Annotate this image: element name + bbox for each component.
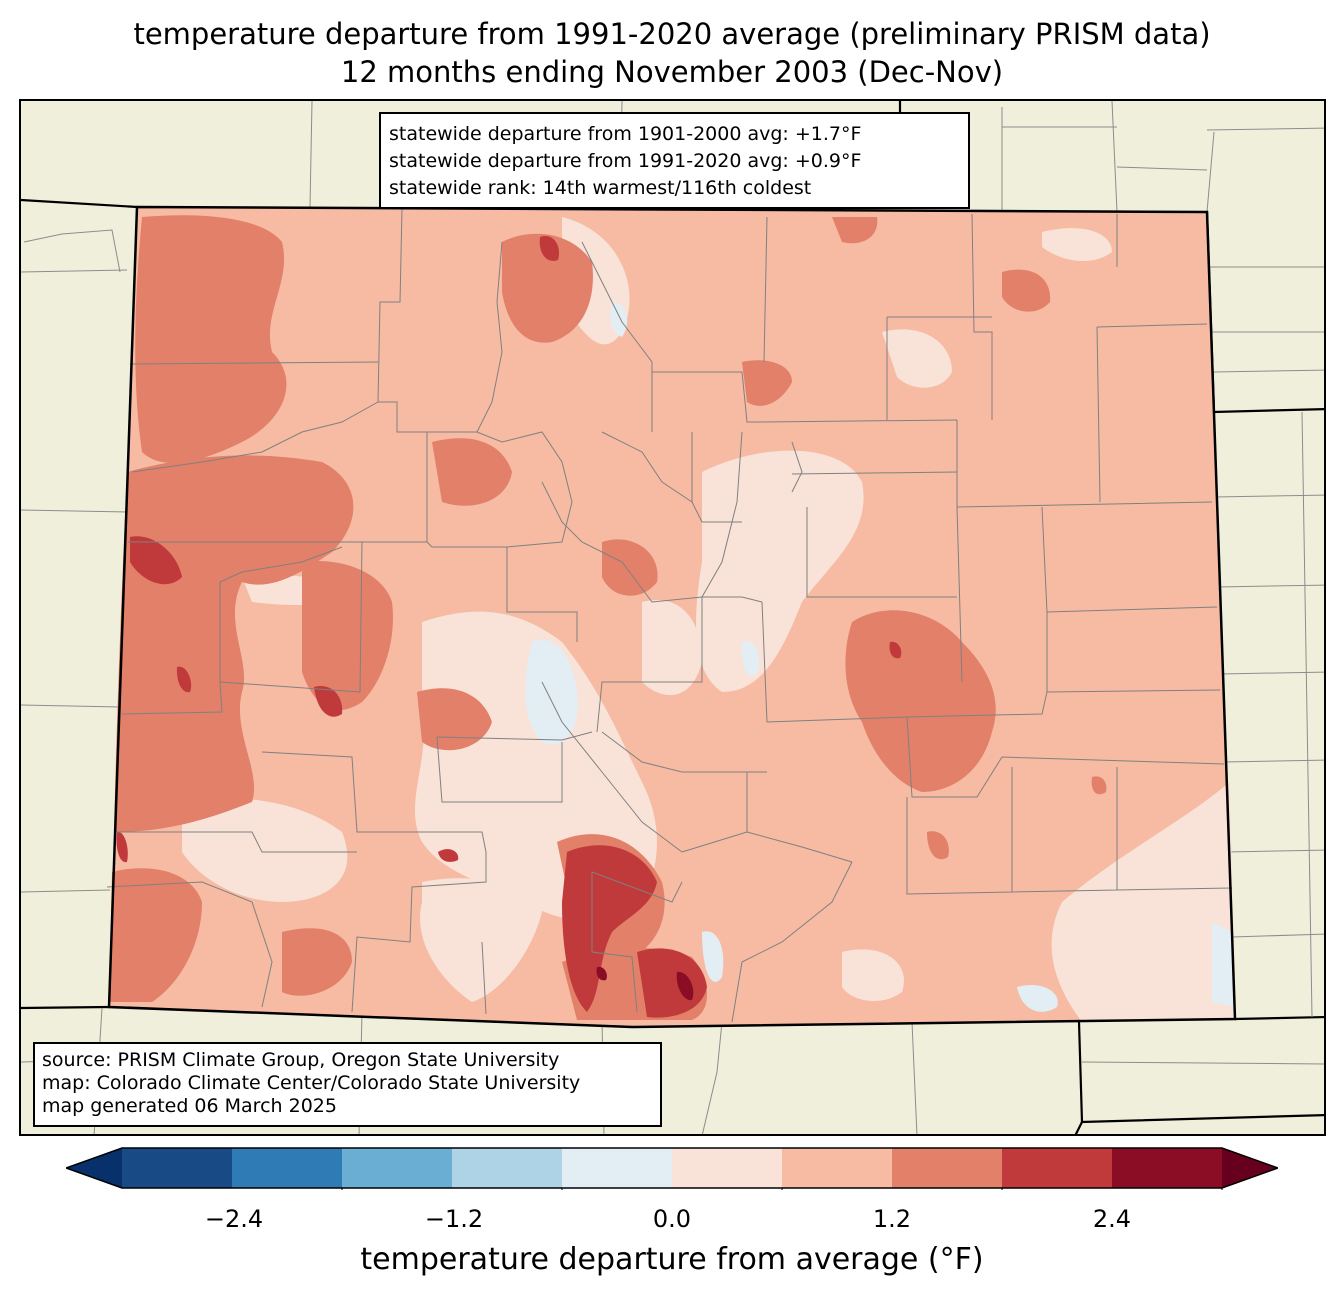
colorbar-extend-low xyxy=(66,1148,122,1188)
stats-line-1991-2020: statewide departure from 1991-2020 avg: … xyxy=(389,150,862,172)
map-subtitle: 12 months ending November 2003 (Dec-Nov) xyxy=(340,55,1004,89)
colorbar-segment xyxy=(342,1148,453,1188)
map-title: temperature departure from 1991-2020 ave… xyxy=(133,17,1211,51)
colorbar-segment xyxy=(672,1148,783,1188)
colorbar-tick-label: −2.4 xyxy=(204,1205,264,1233)
below-average-regions xyxy=(525,302,1235,1012)
colorbar xyxy=(66,1147,1278,1190)
colorbar-segment xyxy=(232,1148,343,1188)
colorbar-segment xyxy=(892,1148,1003,1188)
stats-line-1901-2000: statewide departure from 1901-2000 avg: … xyxy=(389,123,862,145)
map-frame: statewide departure from 1901-2000 avg: … xyxy=(19,99,1326,1136)
source-line: source: PRISM Climate Group, Oregon Stat… xyxy=(42,1049,560,1071)
colorbar-outline xyxy=(66,1147,1278,1189)
colorbar-tick-label: 1.2 xyxy=(872,1205,912,1233)
colorbar-label: temperature departure from average (°F) xyxy=(360,1242,984,1277)
statewide-stats-box: statewide departure from 1901-2000 avg: … xyxy=(379,112,970,209)
extreme-warm-spots xyxy=(596,966,694,1001)
colorbar-tick-label: 2.4 xyxy=(1092,1205,1132,1233)
colorbar-segment xyxy=(562,1148,673,1188)
near-zero-regions xyxy=(182,217,1235,1022)
colorbar-segment xyxy=(782,1148,893,1188)
county-lines xyxy=(106,208,1233,1023)
colorado-map xyxy=(21,101,1324,1134)
source-box: source: PRISM Climate Group, Oregon Stat… xyxy=(33,1042,662,1127)
colorado-border xyxy=(107,205,1237,1029)
map-credit-line: map: Colorado Climate Center/Colorado St… xyxy=(42,1072,581,1094)
colorbar-tick-label: 0.0 xyxy=(652,1205,692,1233)
colorbar-segments xyxy=(66,1147,1278,1190)
colorbar-segment xyxy=(1002,1148,1113,1188)
colorbar-segment xyxy=(1112,1148,1223,1188)
colorbar-segment xyxy=(452,1148,563,1188)
stats-line-rank: statewide rank: 14th warmest/116th colde… xyxy=(389,177,812,199)
colorbar-segment xyxy=(122,1148,233,1188)
generated-date-line: map generated 06 March 2025 xyxy=(42,1095,337,1117)
colorbar-extend-high xyxy=(1222,1148,1278,1188)
colorbar-tick-label: −1.2 xyxy=(424,1205,484,1233)
